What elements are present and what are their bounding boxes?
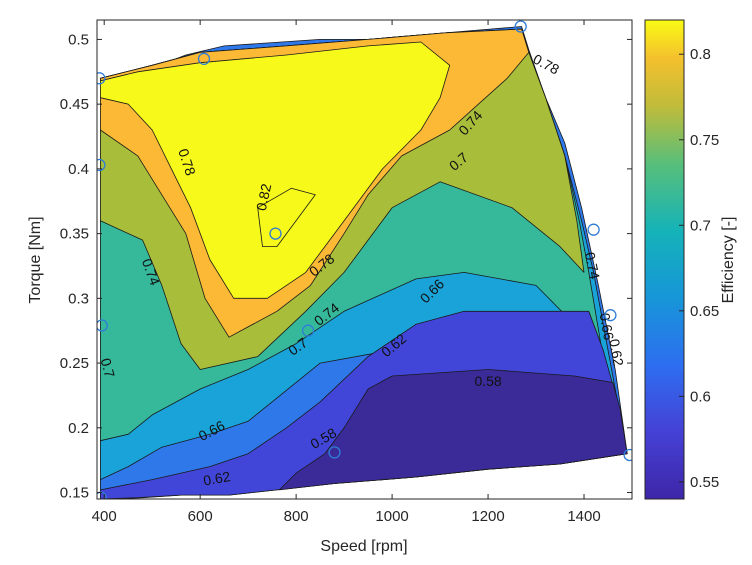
y-tick-label-7: 0.5 <box>68 31 89 48</box>
data-marker-6 <box>301 324 315 337</box>
contour-label-4: 0.82 <box>253 182 274 212</box>
x-tick-label-1200: 1200 <box>471 508 504 525</box>
x-tick-label-1400: 1400 <box>567 508 600 525</box>
contour-label-18: 0.62 <box>202 468 232 489</box>
colorbar-tick-label-0: 0.55 <box>690 474 719 491</box>
x-tick-label-1000: 1000 <box>375 508 408 525</box>
x-tick-label-800: 800 <box>284 508 309 525</box>
colorbar <box>644 19 685 500</box>
contour-region-0-82-peak <box>257 187 316 248</box>
colorbar-tick-label-3: 0.7 <box>690 217 711 234</box>
contour-label-14: 0.7 <box>98 356 119 379</box>
contour-label-13: 0.62 <box>606 338 627 368</box>
data-marker-9 <box>587 223 600 236</box>
y-tick-label-0: 0.15 <box>60 485 89 502</box>
x-tick-label-400: 400 <box>92 508 117 525</box>
contour-regions <box>100 26 628 499</box>
x-tick-label-600: 600 <box>188 508 213 525</box>
x-axis: 400 600 800 1000 1200 1400 <box>92 20 601 525</box>
y-tick-label-3: 0.3 <box>68 290 89 307</box>
data-marker-1 <box>97 158 106 172</box>
y-axis-label: Torque [Nm] <box>27 216 44 303</box>
x-axis-label: Speed [rpm] <box>320 538 407 555</box>
contour-label-5: 0.74 <box>582 251 603 281</box>
data-marker-2 <box>97 319 108 332</box>
data-marker-5 <box>269 227 282 240</box>
colorbar-ticks: 0.55 0.6 0.65 0.7 0.75 0.8 <box>679 46 719 491</box>
contour-region-above-0-82 <box>100 41 451 299</box>
colorbar-tick-label-4: 0.75 <box>690 132 719 149</box>
data-marker-10 <box>604 309 617 322</box>
colorbar-tick-label-2: 0.65 <box>690 303 719 320</box>
y-tick-label-5: 0.4 <box>68 161 89 178</box>
data-marker-8 <box>514 20 527 33</box>
plot-frame <box>96 19 633 500</box>
y-tick-label-2: 0.25 <box>60 355 89 372</box>
data-marker-4 <box>197 52 211 65</box>
y-tick-label-1: 0.2 <box>68 420 89 437</box>
data-marker-7 <box>328 446 341 459</box>
data-marker-0 <box>97 72 106 85</box>
y-tick-label-6: 0.45 <box>60 96 89 113</box>
contour-label-10: 0.66 <box>597 312 618 342</box>
colorbar-tick-label-1: 0.6 <box>690 388 711 405</box>
data-markers <box>97 20 632 499</box>
colorbar-label: Efficiency [-] <box>720 217 737 304</box>
colorbar-tick-label-5: 0.8 <box>690 46 711 63</box>
y-axis: 0.15 0.2 0.25 0.3 0.35 0.4 0.45 0.5 <box>60 31 632 502</box>
contour-label-15: 0.58 <box>474 373 501 389</box>
contour-region-below-0-58 <box>278 369 628 491</box>
data-marker-11 <box>623 448 632 462</box>
y-tick-label-4: 0.35 <box>60 226 89 243</box>
